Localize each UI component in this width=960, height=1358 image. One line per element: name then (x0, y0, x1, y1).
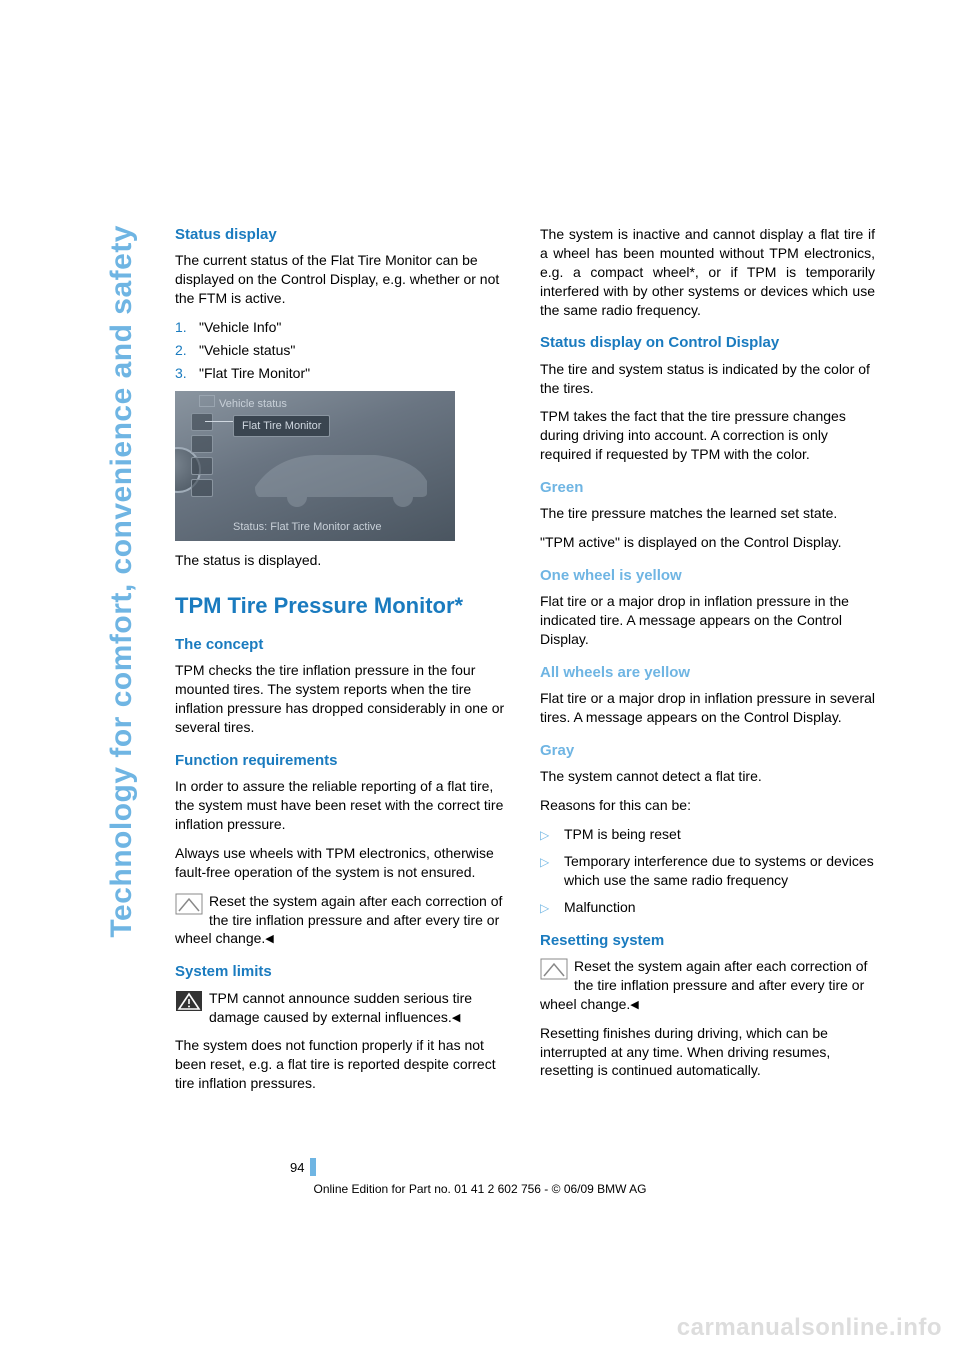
heading-limits: System limits (175, 962, 510, 982)
reset-note: Reset the system again after each correc… (540, 957, 875, 1014)
list-item: 3. "Flat Tire Monitor" (175, 364, 510, 383)
page-number-bar-icon (310, 1158, 316, 1176)
screenshot-top-label: Vehicle status (219, 397, 287, 412)
end-marker-icon: ◀ (265, 932, 273, 947)
screenshot-callout-line (205, 421, 233, 422)
left-column: Status display The current status of the… (175, 225, 510, 1103)
status-displayed-text: The status is displayed. (175, 551, 510, 570)
reset-p2: Resetting finishes during driving, which… (540, 1024, 875, 1081)
list-number: 1. (175, 318, 199, 337)
heading-green: Green (540, 478, 875, 498)
gray-p2: Reasons for this can be: (540, 796, 875, 815)
side-section-title: Technology for comfort, convenience and … (105, 225, 139, 938)
watermark: carmanualsonline.info (677, 1314, 942, 1342)
bullet-item: ▷ TPM is being reset (540, 825, 875, 844)
screenshot-side-icon (191, 435, 213, 453)
note-text: Reset the system again after each correc… (540, 958, 867, 1012)
screenshot-side-icon (191, 457, 213, 475)
page-number: 94 (290, 1160, 304, 1175)
status-cd-p1: The tire and system status is indicated … (540, 360, 875, 398)
warning-icon (175, 990, 203, 1012)
list-number: 3. (175, 364, 199, 383)
screenshot-side-icon (191, 413, 213, 431)
footer-edition-line: Online Edition for Part no. 01 41 2 602 … (0, 1182, 960, 1196)
note-icon (175, 893, 203, 915)
list-item: 2. "Vehicle status" (175, 341, 510, 360)
right-column: The system is inactive and cannot displa… (540, 225, 875, 1103)
limits-warning: TPM cannot announce sudden serious tire … (175, 989, 510, 1027)
list-number: 2. (175, 341, 199, 360)
screenshot-side-icons (191, 413, 219, 501)
bullet-item: ▷ Temporary interference due to systems … (540, 852, 875, 890)
heading-status-cd: Status display on Control Display (540, 333, 875, 353)
limits-p2: The system does not function properly if… (175, 1036, 510, 1093)
func-req-p1: In order to assure the reliable reportin… (175, 777, 510, 834)
status-cd-p2: TPM takes the fact that the tire pressur… (540, 407, 875, 464)
func-req-p2: Always use wheels with TPM electronics, … (175, 844, 510, 882)
right-intro: The system is inactive and cannot displa… (540, 225, 875, 319)
end-marker-icon: ◀ (452, 1011, 460, 1026)
green-p1: The tire pressure matches the learned se… (540, 504, 875, 523)
gray-p1: The system cannot detect a flat tire. (540, 767, 875, 786)
heading-reset: Resetting system (540, 931, 875, 951)
screenshot-bottom-label: Status: Flat Tire Monitor active (233, 520, 382, 535)
status-display-intro: The current status of the Flat Tire Moni… (175, 251, 510, 308)
bullet-icon: ▷ (540, 898, 564, 917)
bullet-icon: ▷ (540, 852, 564, 890)
list-item: 1. "Vehicle Info" (175, 318, 510, 337)
func-req-note: Reset the system again after each correc… (175, 892, 510, 949)
heading-all-yellow: All wheels are yellow (540, 663, 875, 683)
list-text: "Vehicle status" (199, 341, 295, 360)
all-yellow-text: Flat tire or a major drop in inflation p… (540, 689, 875, 727)
note-text: Reset the system again after each correc… (175, 893, 502, 947)
control-display-screenshot: Vehicle status Flat Tire Monitor Status:… (175, 391, 455, 541)
screenshot-top-icon (199, 395, 215, 407)
list-text: "Vehicle Info" (199, 318, 281, 337)
warning-text: TPM cannot announce sudden serious tire … (209, 990, 472, 1025)
concept-text: TPM checks the tire inflation pressure i… (175, 661, 510, 737)
page-number-wrap: 94 (290, 1158, 960, 1176)
heading-tpm: TPM Tire Pressure Monitor* (175, 591, 510, 621)
screenshot-callout: Flat Tire Monitor (233, 415, 330, 438)
bullet-text: Malfunction (564, 898, 636, 917)
note-icon (540, 958, 568, 980)
end-marker-icon: ◀ (630, 998, 638, 1013)
bullet-text: TPM is being reset (564, 825, 681, 844)
content-columns: Status display The current status of the… (175, 225, 875, 1103)
bullet-item: ▷ Malfunction (540, 898, 875, 917)
heading-one-yellow: One wheel is yellow (540, 566, 875, 586)
heading-func-req: Function requirements (175, 751, 510, 771)
green-p2: "TPM active" is displayed on the Control… (540, 533, 875, 552)
bullet-text: Temporary interference due to systems or… (564, 852, 875, 890)
car-silhouette-icon (245, 437, 435, 511)
one-yellow-text: Flat tire or a major drop in inflation p… (540, 592, 875, 649)
page-footer: 94 Online Edition for Part no. 01 41 2 6… (0, 1158, 960, 1196)
heading-concept: The concept (175, 635, 510, 655)
heading-status-display: Status display (175, 225, 510, 245)
bullet-icon: ▷ (540, 825, 564, 844)
screenshot-side-icon (191, 479, 213, 497)
list-text: "Flat Tire Monitor" (199, 364, 310, 383)
heading-gray: Gray (540, 741, 875, 761)
